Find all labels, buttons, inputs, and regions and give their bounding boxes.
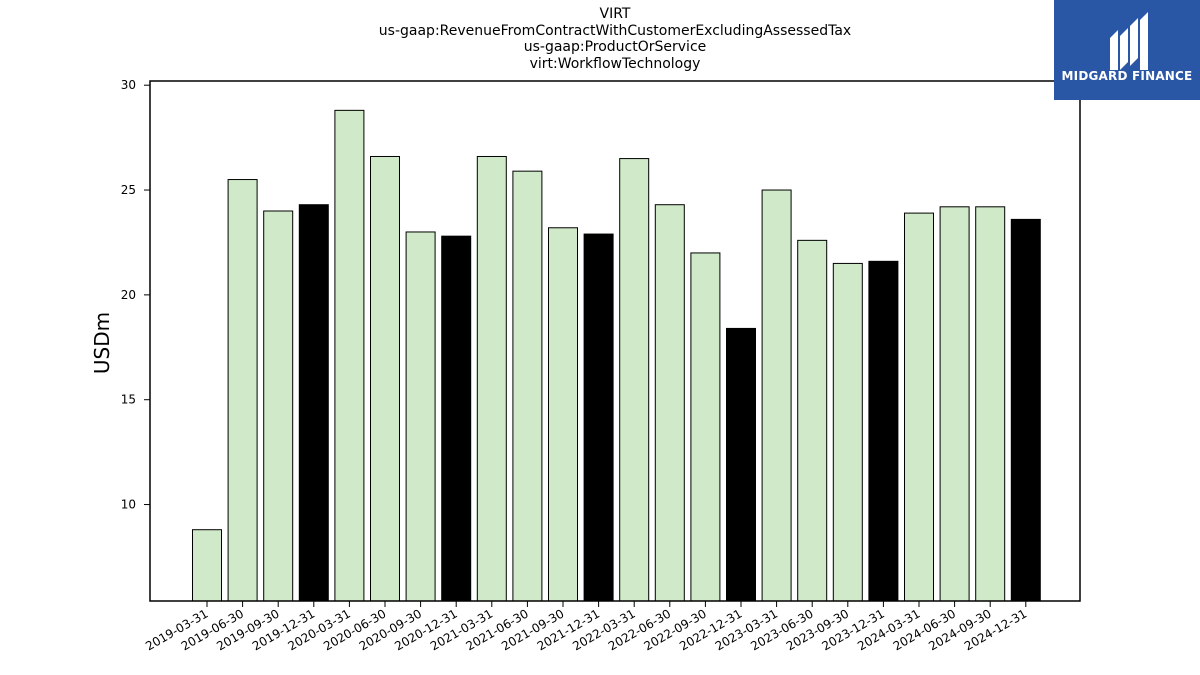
title-line-concept: us-gaap:RevenueFromContractWithCustomerE… [378,22,852,39]
y-tick-label-30: 30 [121,78,136,92]
bar-2023-09-30 [832,262,863,602]
bar-2019-06-30 [227,179,258,602]
bar-2024-09-30 [975,206,1006,602]
bar-2019-09-30 [263,210,294,602]
bar-2022-06-30 [654,204,685,602]
plot-frame [149,80,1081,602]
logo-text: MIDGARD FINANCE [1061,69,1193,83]
x-axis: 2019-03-312019-06-302019-09-302019-12-31… [143,601,1029,653]
bar-2023-03-31 [761,189,792,602]
bar-2023-12-31 [868,260,899,602]
bar-2021-12-31 [583,233,614,602]
bars-group [192,109,1041,602]
midgard-logo-icon [1110,12,1148,70]
bar-2019-03-31 [192,529,222,602]
bar-2021-09-30 [548,227,578,602]
title-line-axis: us-gaap:ProductOrService [523,39,707,55]
y-axis-label: USDm [90,312,114,374]
bar-2020-12-31 [441,235,472,602]
title-line-member: virt:WorkflowTechnology [529,55,701,72]
bar-2019-12-31 [298,204,329,602]
bar-2021-03-31 [476,155,507,602]
bar-2024-03-31 [904,212,934,602]
bar-2024-06-30 [939,206,970,602]
bar-2022-03-31 [619,158,650,602]
midgard-finance-logo: MIDGARD FINANCE [1054,0,1200,100]
y-tick-label-15: 15 [121,393,136,407]
y-tick-label-20: 20 [121,288,136,302]
y-axis: 10 15 20 25 30 [121,78,150,512]
bar-2022-12-31 [726,327,756,602]
y-tick-label-25: 25 [121,183,136,197]
bar-2020-09-30 [405,231,436,602]
y-tick-label-10: 10 [121,498,136,512]
bar-2021-06-30 [512,170,543,602]
bar-2023-06-30 [797,239,828,602]
chart-title: VIRT us-gaap:RevenueFromContractWithCust… [0,6,1200,72]
bar-2020-06-30 [370,155,400,602]
bar-2022-09-30 [690,252,721,602]
title-line-ticker: VIRT [599,6,631,22]
bar-2024-12-31 [1010,218,1041,602]
bar-2020-03-31 [334,109,365,602]
